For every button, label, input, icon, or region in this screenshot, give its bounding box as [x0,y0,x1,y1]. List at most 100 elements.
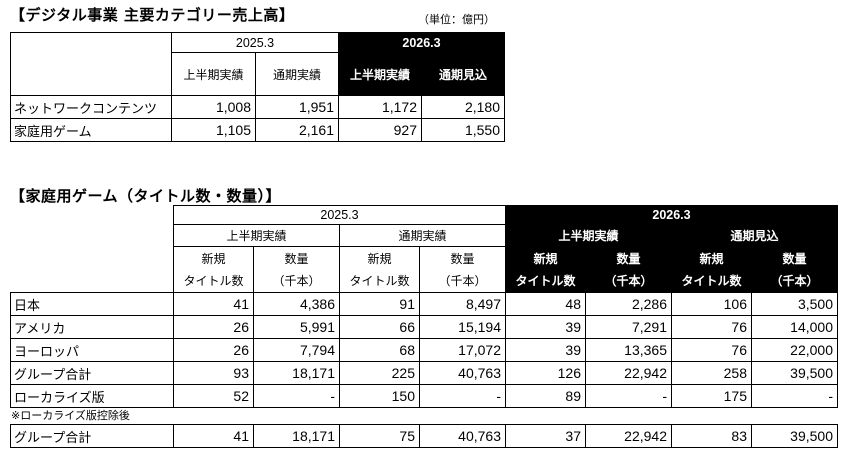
cell: 1,008 [171,95,256,119]
cell: 258 [671,361,752,385]
cell: 927 [338,118,422,142]
table1-title: 【デジタル事業 主要カテゴリー売上高】 [10,6,295,24]
cell: 40,763 [419,424,506,448]
table1-unit: （単位：億円） [418,13,495,26]
cell: 41 [173,424,254,448]
cell: 2,180 [421,95,505,119]
corner-cell [10,205,174,293]
cell: 22,942 [585,424,672,448]
cell: 37 [505,424,586,448]
sub-titles: タイトル数 [339,269,420,293]
units-table: 2025.3 2026.3 上半期実績 通期実績 上半期実績 通期見込 新規 数… [10,205,838,408]
cell: - [585,384,672,408]
cell: 175 [671,384,752,408]
col-h1-actual-curr: 上半期実績 [338,52,422,96]
cell: 8,497 [419,292,506,316]
sub-titles: タイトル数 [173,269,254,293]
row-label: アメリカ [10,315,174,339]
sub-new: 新規 [339,246,420,270]
cell: 1,550 [421,118,505,142]
corner-cell [10,32,172,96]
sub-new: 新規 [671,246,752,270]
period-full-prev: 通期実績 [339,224,506,247]
year-prev-header: 2025.3 [173,205,506,225]
cell: 22,942 [585,361,672,385]
footnote: ※ローカライズ版控除後 [11,409,130,422]
sales-table: 2025.3 2026.3 上半期実績 通期実績 上半期実績 通期見込 ネットワ… [10,32,505,142]
cell: 1,951 [255,95,339,119]
cell: 1,172 [338,95,422,119]
cell: 7,794 [253,338,340,362]
cell: 22,000 [751,338,838,362]
cell: 14,000 [751,315,838,339]
table-row: グループ合計 93 18,171 225 40,763 126 22,942 258 39,50… [10,361,838,385]
cell: 83 [671,424,752,448]
year-curr-header: 2026.3 [338,32,505,53]
year-curr-header: 2026.3 [505,205,838,225]
cell: 18,171 [253,424,340,448]
cell: 13,365 [585,338,672,362]
col-full-actual: 通期実績 [255,52,339,96]
sub-thousand: （千本） [585,269,672,293]
cell: 39,500 [751,424,838,448]
cell: 150 [339,384,420,408]
table-row: ローカライズ版 52-150-89-175- [10,384,838,408]
cell: 26 [173,315,254,339]
cell: 76 [671,315,752,339]
cell: 39 [505,315,586,339]
cell: 2,161 [255,118,339,142]
cell: 93 [173,361,254,385]
cell: 225 [339,361,420,385]
row-label: 家庭用ゲーム [10,118,172,142]
total-table: グループ合計 41 18,171 75 40,763 37 22,942 83 … [10,424,838,448]
cell: 89 [505,384,586,408]
cell: 39,500 [751,361,838,385]
table-row: 日本 41 4,386 91 8,497 48 2,286 106 3,500 [10,292,838,316]
sub-new: 新規 [505,246,586,270]
cell: - [419,384,506,408]
cell: 68 [339,338,420,362]
cell: 106 [671,292,752,316]
sub-titles: タイトル数 [505,269,586,293]
cell: 2,286 [585,292,672,316]
period-h1-prev: 上半期実績 [173,224,340,247]
table-row: 家庭用ゲーム 1,105 2,161 927 1,550 [10,118,505,142]
row-label: ローカライズ版 [10,384,174,408]
sub-new: 新規 [173,246,254,270]
cell: 48 [505,292,586,316]
period-forecast-curr: 通期見込 [671,224,838,247]
row-label: 日本 [10,292,174,316]
row-label: ヨーロッパ [10,338,174,362]
cell: 15,194 [419,315,506,339]
row-label: グループ合計 [10,424,174,448]
cell: 3,500 [751,292,838,316]
row-label: ネットワークコンテンツ [10,95,172,119]
cell: 41 [173,292,254,316]
cell: - [751,384,838,408]
cell: 4,386 [253,292,340,316]
table-row: ヨーロッパ 26 7,794 68 17,072 39 13,365 76 22,000 [10,338,838,362]
sub-titles: タイトル数 [671,269,752,293]
total-row: グループ合計 41 18,171 75 40,763 37 22,942 83 … [10,424,838,448]
sub-qty: 数量 [585,246,672,270]
table2-title: 【家庭用ゲーム（タイトル数・数量）】 [10,187,282,205]
sub-thousand: （千本） [751,269,838,293]
sub-thousand: （千本） [419,269,506,293]
cell: 52 [173,384,254,408]
sub-qty: 数量 [419,246,506,270]
cell: - [253,384,340,408]
cell: 18,171 [253,361,340,385]
cell: 7,291 [585,315,672,339]
cell: 91 [339,292,420,316]
table-row: アメリカ 26 5,991 66 15,194 39 7,291 76 14,000 [10,315,838,339]
col-h1-actual: 上半期実績 [171,52,256,96]
year-prev-header: 2025.3 [171,32,339,53]
cell: 26 [173,338,254,362]
cell: 76 [671,338,752,362]
row-label: グループ合計 [10,361,174,385]
cell: 39 [505,338,586,362]
cell: 1,105 [171,118,256,142]
cell: 66 [339,315,420,339]
cell: 17,072 [419,338,506,362]
cell: 5,991 [253,315,340,339]
